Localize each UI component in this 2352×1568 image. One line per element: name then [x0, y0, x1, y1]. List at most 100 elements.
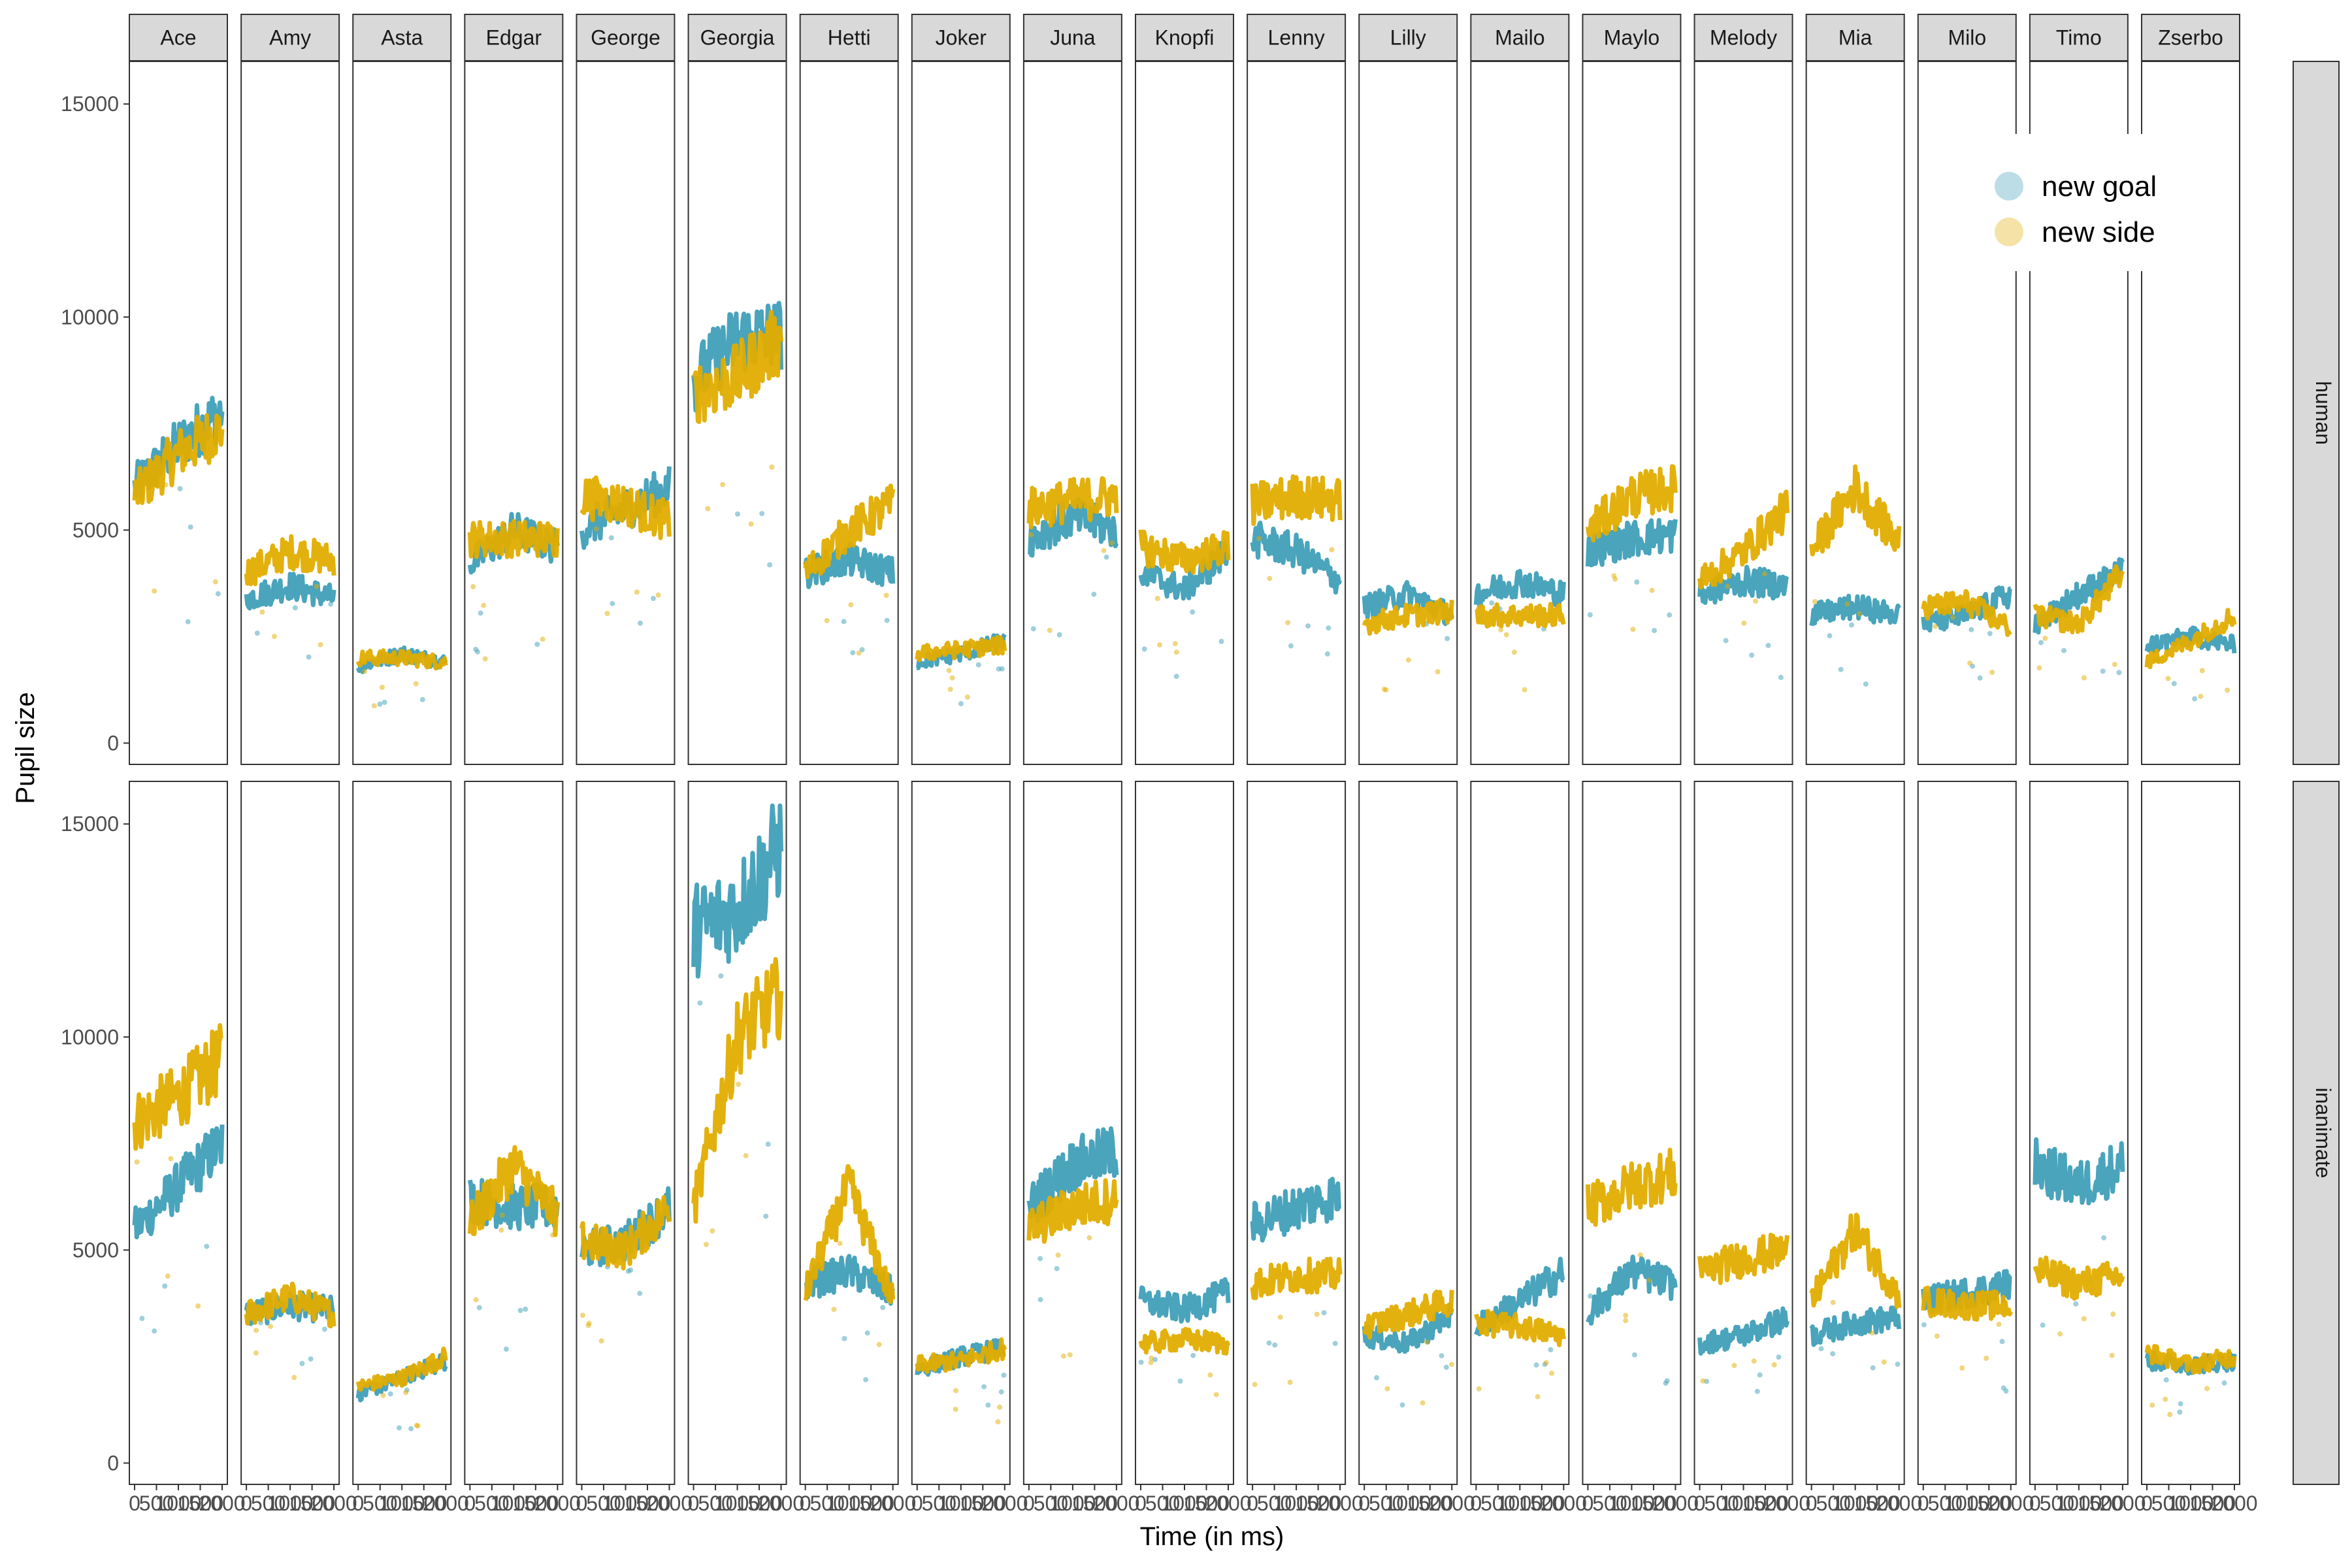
x-tick-label: 2000	[2099, 1492, 2146, 1515]
new-goal-point	[1533, 1362, 1539, 1368]
new-goal-point	[2101, 1235, 2107, 1241]
y-tick-label: 15000	[61, 92, 119, 116]
y-tick-label: 0	[107, 1451, 119, 1475]
panel-human-joker	[911, 61, 1011, 765]
new-side-point	[1623, 1318, 1629, 1324]
new-side-point	[540, 636, 546, 642]
panel-border	[799, 61, 899, 765]
new-goal-point	[523, 1306, 529, 1312]
x-tick-label: 2000	[311, 1492, 357, 1515]
x-tick-label: 1000	[1161, 1492, 1207, 1515]
new-side-series-line	[1809, 1213, 1902, 1309]
new-goal-point	[1332, 1341, 1338, 1347]
new-goal-point	[1999, 1339, 2005, 1345]
x-tick-label: 0	[1582, 1492, 1594, 1515]
x-tick-label: 1000	[714, 1492, 760, 1515]
new-side-point	[946, 668, 952, 674]
x-tick-label: 1000	[602, 1492, 649, 1515]
x-tick-label: 500	[1592, 1492, 1627, 1515]
x-tick-label: 0	[2029, 1492, 2041, 1515]
x-tick-label: 2000	[758, 1492, 804, 1515]
new-goal-point	[864, 1330, 870, 1336]
new-goal-point	[185, 619, 191, 625]
x-tick-label: 0	[1918, 1492, 1929, 1515]
new-side-point	[2081, 1316, 2087, 1322]
panel-human-georgia	[687, 61, 787, 765]
new-side-point	[856, 650, 862, 656]
new-side-point	[1827, 1258, 1833, 1264]
row-strips: human inanimate	[2293, 61, 2340, 1485]
x-tick-label: 2000	[1317, 1492, 1364, 1515]
x-tick-label: 1000	[155, 1492, 201, 1515]
new-side-series-line	[355, 648, 448, 671]
panel-border	[129, 61, 228, 765]
new-goal-point	[2178, 1401, 2183, 1407]
panel-border	[464, 61, 564, 765]
new-side-point	[481, 602, 487, 608]
new-goal-point	[1749, 652, 1755, 658]
x-tick-label: 1500	[1742, 1492, 1788, 1515]
new-side-series-line	[1475, 602, 1566, 629]
new-goal-point	[2040, 1322, 2046, 1328]
new-goal-point	[999, 666, 1005, 672]
new-side-point	[1047, 627, 1053, 633]
y-tick-label: 15000	[61, 812, 119, 836]
new-goal-point	[517, 1307, 523, 1313]
new-goal-point	[2221, 1380, 2227, 1386]
new-goal-series-line	[132, 1124, 225, 1239]
new-side-point	[291, 1375, 297, 1380]
x-tick-label: 0	[240, 1492, 252, 1515]
new-side-series-line	[1138, 1326, 1231, 1356]
new-goal-point	[177, 486, 183, 491]
new-goal-series-line	[1697, 564, 1789, 605]
new-side-point	[1700, 1378, 1706, 1384]
facet-strip-label: Mailo	[1495, 26, 1544, 50]
facet-strip-label: Knopfi	[1155, 26, 1215, 50]
panel-human-hetti	[799, 61, 899, 765]
new-side-point	[1277, 1315, 1283, 1320]
x-tick-label: 2000	[1876, 1492, 1922, 1515]
new-side-point	[2167, 1412, 2173, 1417]
new-goal-point	[292, 605, 298, 611]
x-tick-label: 1000	[1832, 1492, 1878, 1515]
new-side-point	[1055, 1252, 1061, 1258]
new-goal-series-line	[691, 803, 784, 979]
panel-human-lenny	[1247, 61, 1347, 765]
new-side-point	[1424, 1339, 1429, 1345]
new-side-point	[837, 1241, 843, 1247]
new-side-point	[964, 694, 970, 700]
panel-human-mia	[1805, 61, 1905, 765]
new-goal-point	[306, 654, 312, 660]
panel-human-juna	[1022, 61, 1122, 765]
x-tick-label: 0	[464, 1492, 476, 1515]
new-goal-point	[697, 1000, 703, 1006]
new-goal-point	[2116, 670, 2122, 676]
x-tick-label: 1500	[1966, 1492, 2012, 1515]
facet-strip-joker	[911, 14, 1011, 61]
new-side-point	[1435, 669, 1441, 675]
new-goal-point	[637, 1290, 643, 1296]
new-side-series-line	[1473, 1309, 1566, 1347]
new-side-point	[253, 1328, 259, 1333]
new-goal-point	[1037, 1297, 1043, 1303]
legend-key-new-side	[1995, 218, 2023, 246]
new-side-series-line	[691, 956, 784, 1224]
new-side-point	[1857, 611, 1863, 617]
new-goal-series-line	[244, 572, 336, 611]
new-side-point	[769, 465, 775, 470]
panel-border	[1582, 61, 1682, 765]
new-goal-point	[1489, 600, 1495, 606]
x-tick-label: 500	[809, 1492, 844, 1515]
facet-strip-mailo	[1470, 14, 1570, 61]
new-goal-point	[638, 620, 643, 626]
new-side-point	[473, 1297, 479, 1303]
new-side-point	[1109, 540, 1115, 546]
new-side-point	[550, 1232, 555, 1238]
new-side-point	[168, 1156, 174, 1162]
new-side-point	[482, 656, 488, 662]
new-side-point	[1984, 1356, 1989, 1361]
new-side-point	[598, 1338, 604, 1344]
x-tick-label: 1500	[512, 1492, 559, 1515]
new-side-series-line	[691, 310, 784, 425]
new-side-point	[1751, 1358, 1757, 1364]
